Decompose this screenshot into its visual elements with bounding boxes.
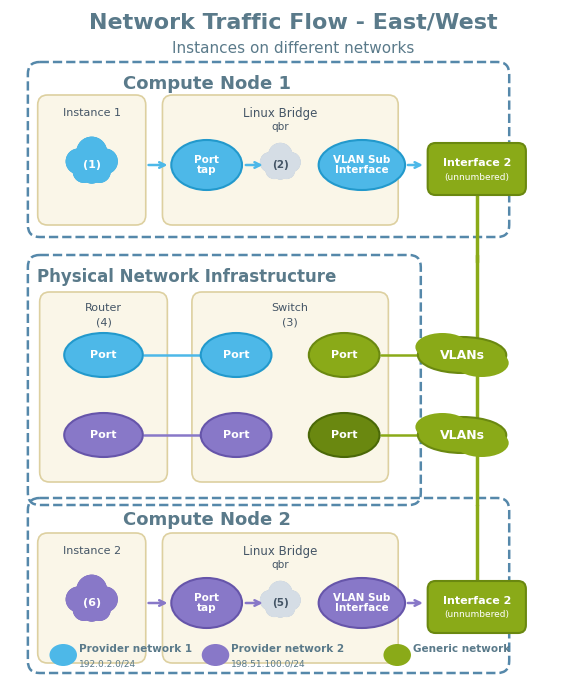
FancyBboxPatch shape <box>192 292 388 482</box>
Text: Generic network: Generic network <box>413 644 510 654</box>
Text: (unnumbered): (unnumbered) <box>444 610 509 619</box>
Circle shape <box>282 153 300 172</box>
Ellipse shape <box>201 333 271 377</box>
Circle shape <box>278 600 295 616</box>
Ellipse shape <box>64 413 143 457</box>
Ellipse shape <box>415 333 469 361</box>
Circle shape <box>89 598 110 620</box>
Text: (unnumbered): (unnumbered) <box>444 172 509 181</box>
Circle shape <box>269 143 292 167</box>
Circle shape <box>89 161 110 182</box>
Circle shape <box>269 582 292 605</box>
Text: Instances on different networks: Instances on different networks <box>172 40 414 56</box>
Text: VLAN Sub
Interface: VLAN Sub Interface <box>333 154 391 175</box>
Ellipse shape <box>50 644 77 666</box>
Text: Provider network 2: Provider network 2 <box>231 644 344 654</box>
Text: (3): (3) <box>282 317 298 327</box>
Text: Port: Port <box>331 430 358 440</box>
Text: Instance 1: Instance 1 <box>63 108 121 118</box>
Text: Interface 2: Interface 2 <box>442 596 511 606</box>
FancyBboxPatch shape <box>40 292 168 482</box>
Text: Provider network 1: Provider network 1 <box>79 644 192 654</box>
FancyBboxPatch shape <box>37 533 146 663</box>
Text: Port: Port <box>331 350 358 360</box>
Ellipse shape <box>319 140 405 190</box>
Text: Port: Port <box>90 430 117 440</box>
Circle shape <box>260 591 279 610</box>
Text: Port: Port <box>90 350 117 360</box>
Text: Network Traffic Flow - East/West: Network Traffic Flow - East/West <box>89 12 498 32</box>
Ellipse shape <box>418 417 506 453</box>
Ellipse shape <box>309 333 380 377</box>
Ellipse shape <box>384 644 411 666</box>
FancyBboxPatch shape <box>162 533 398 663</box>
Circle shape <box>66 587 90 612</box>
Ellipse shape <box>202 644 229 666</box>
Text: Port
tap: Port tap <box>194 154 219 175</box>
Text: qbr: qbr <box>271 560 289 570</box>
Text: 198.51.100.0/24: 198.51.100.0/24 <box>231 660 306 669</box>
Text: Physical Network Infrastructure: Physical Network Infrastructure <box>37 268 337 286</box>
Circle shape <box>82 601 101 621</box>
FancyBboxPatch shape <box>427 143 526 195</box>
Text: VLANs: VLANs <box>439 348 484 361</box>
FancyBboxPatch shape <box>427 581 526 633</box>
Text: qbr: qbr <box>271 122 289 132</box>
Circle shape <box>73 598 94 620</box>
Text: Port: Port <box>223 430 249 440</box>
Circle shape <box>77 138 107 167</box>
Circle shape <box>93 587 117 612</box>
Circle shape <box>66 149 90 174</box>
Text: Interface 2: Interface 2 <box>442 158 511 168</box>
Ellipse shape <box>171 578 242 628</box>
Text: (5): (5) <box>272 598 289 608</box>
Text: Port
tap: Port tap <box>194 593 219 614</box>
Ellipse shape <box>454 349 509 377</box>
Circle shape <box>272 163 288 179</box>
Ellipse shape <box>171 140 242 190</box>
Circle shape <box>73 161 94 182</box>
Text: (6): (6) <box>83 598 101 608</box>
Ellipse shape <box>418 337 506 373</box>
Ellipse shape <box>454 429 509 457</box>
Ellipse shape <box>319 578 405 628</box>
Text: (2): (2) <box>272 160 289 170</box>
Text: Port: Port <box>223 350 249 360</box>
Circle shape <box>282 591 300 610</box>
Text: Linux Bridge: Linux Bridge <box>243 106 317 120</box>
Text: VLAN Sub
Interface: VLAN Sub Interface <box>333 593 391 614</box>
Text: Compute Node 1: Compute Node 1 <box>123 75 291 93</box>
Ellipse shape <box>415 413 469 441</box>
Text: Linux Bridge: Linux Bridge <box>243 544 317 557</box>
FancyBboxPatch shape <box>162 95 398 225</box>
Text: Instance 2: Instance 2 <box>63 546 121 556</box>
Ellipse shape <box>64 333 143 377</box>
Circle shape <box>266 162 282 179</box>
Circle shape <box>272 601 288 617</box>
Circle shape <box>260 153 279 172</box>
Ellipse shape <box>201 413 271 457</box>
Ellipse shape <box>309 413 380 457</box>
Text: Switch: Switch <box>272 303 309 313</box>
FancyBboxPatch shape <box>37 95 146 225</box>
Circle shape <box>266 600 282 616</box>
Text: Compute Node 2: Compute Node 2 <box>123 511 291 529</box>
Circle shape <box>278 162 295 179</box>
Circle shape <box>77 575 107 605</box>
Text: VLANs: VLANs <box>439 429 484 441</box>
Text: (4): (4) <box>96 317 111 327</box>
Text: (1): (1) <box>83 160 101 170</box>
Text: 192.0.2.0/24: 192.0.2.0/24 <box>79 660 136 669</box>
Text: Router: Router <box>85 303 122 313</box>
Circle shape <box>82 163 101 183</box>
Circle shape <box>93 149 117 174</box>
